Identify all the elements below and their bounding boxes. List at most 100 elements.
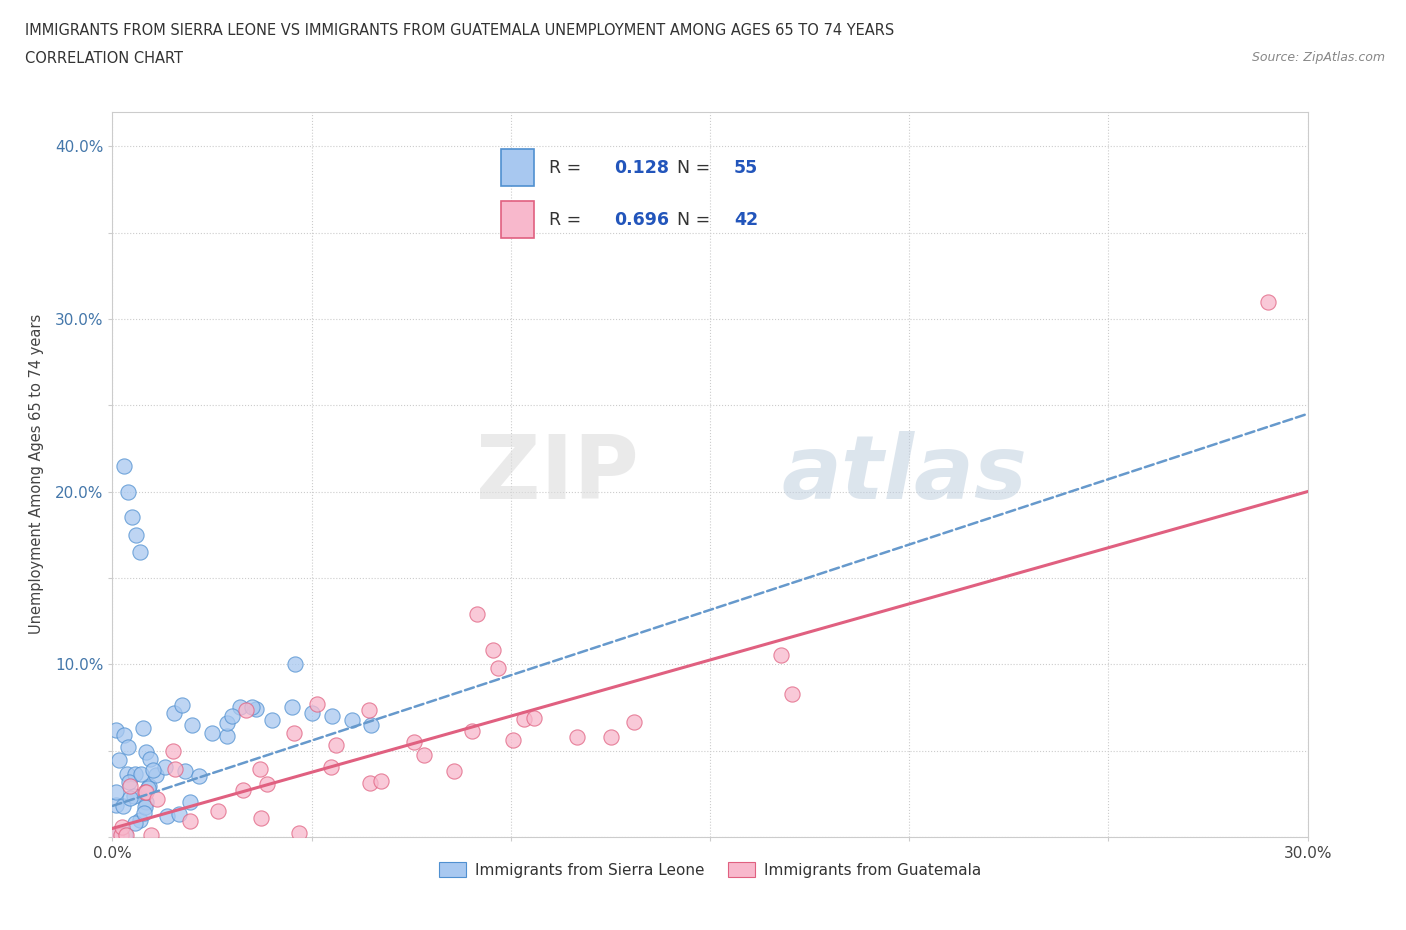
Point — [155, 760, 177, 775]
Point — [111, 819, 134, 834]
Text: IMMIGRANTS FROM SIERRA LEONE VS IMMIGRANTS FROM GUATEMALA UNEMPLOYMENT AMONG AGE: IMMIGRANTS FROM SIERRA LEONE VS IMMIGRAN… — [25, 23, 894, 38]
Point — [283, 726, 305, 741]
Point — [321, 709, 343, 724]
Point — [117, 485, 139, 499]
Point — [172, 698, 194, 712]
Point — [129, 767, 152, 782]
Point — [288, 826, 311, 841]
Text: ZIP: ZIP — [475, 431, 638, 518]
Point — [245, 701, 267, 716]
Point — [129, 545, 152, 560]
Point — [146, 791, 169, 806]
Point — [623, 714, 645, 729]
Point — [181, 717, 204, 732]
Point — [359, 702, 381, 717]
Point — [136, 781, 159, 796]
Point — [482, 643, 505, 658]
Point — [301, 705, 323, 720]
Point — [138, 778, 160, 793]
Legend: Immigrants from Sierra Leone, Immigrants from Guatemala: Immigrants from Sierra Leone, Immigrants… — [433, 856, 987, 884]
Point — [110, 828, 132, 843]
Point — [465, 606, 488, 621]
Point — [135, 794, 157, 809]
Text: atlas: atlas — [782, 431, 1028, 518]
Point — [135, 745, 157, 760]
Point — [404, 735, 426, 750]
Point — [173, 764, 195, 778]
Point — [188, 769, 211, 784]
Point — [235, 702, 257, 717]
Point — [165, 762, 187, 777]
Point — [179, 814, 201, 829]
Point — [513, 711, 536, 726]
Point — [780, 686, 803, 701]
Point — [340, 712, 363, 727]
Point — [118, 775, 141, 790]
Text: Source: ZipAtlas.com: Source: ZipAtlas.com — [1251, 51, 1385, 64]
Point — [139, 752, 162, 767]
Point — [250, 811, 273, 826]
Point — [201, 726, 224, 741]
Point — [217, 728, 239, 743]
Point — [105, 828, 128, 843]
Point — [486, 660, 509, 675]
Point — [120, 790, 142, 805]
Point — [360, 717, 382, 732]
Point — [105, 798, 128, 813]
Point — [217, 715, 239, 730]
Point — [105, 723, 128, 737]
Point — [221, 709, 243, 724]
Point — [145, 767, 167, 782]
Point — [105, 826, 128, 841]
Point — [162, 744, 184, 759]
Point — [129, 813, 152, 828]
Point — [163, 705, 186, 720]
Point — [179, 795, 201, 810]
Point — [114, 458, 135, 473]
Point — [256, 777, 278, 791]
Point — [156, 809, 179, 824]
Point — [142, 763, 165, 777]
Point — [325, 737, 347, 752]
Point — [124, 816, 146, 830]
Point — [112, 799, 135, 814]
Point — [132, 805, 155, 820]
Text: CORRELATION CHART: CORRELATION CHART — [25, 51, 183, 66]
Point — [305, 697, 328, 711]
Point — [770, 648, 793, 663]
Point — [232, 782, 254, 797]
Point — [139, 828, 162, 843]
Point — [114, 826, 136, 841]
Point — [249, 762, 271, 777]
Point — [115, 828, 138, 843]
Point — [281, 700, 304, 715]
Y-axis label: Unemployment Among Ages 65 to 74 years: Unemployment Among Ages 65 to 74 years — [30, 314, 44, 634]
Point — [117, 739, 139, 754]
Point — [167, 806, 190, 821]
Point — [134, 785, 156, 800]
Point — [135, 784, 157, 799]
Point — [260, 712, 283, 727]
Point — [118, 778, 141, 793]
Point — [370, 773, 392, 788]
Point — [131, 721, 153, 736]
Point — [117, 766, 139, 781]
Point — [112, 727, 135, 742]
Point — [125, 527, 148, 542]
Point — [523, 711, 546, 725]
Point — [502, 733, 524, 748]
Point — [412, 748, 434, 763]
Point — [284, 657, 307, 671]
Point — [207, 804, 229, 819]
Point — [599, 729, 621, 744]
Point — [108, 753, 131, 768]
Point — [461, 724, 484, 738]
Point — [1257, 294, 1279, 309]
Point — [443, 764, 465, 778]
Point — [122, 789, 145, 804]
Point — [134, 800, 156, 815]
Point — [124, 766, 146, 781]
Point — [105, 784, 128, 799]
Point — [121, 510, 143, 525]
Point — [240, 700, 263, 715]
